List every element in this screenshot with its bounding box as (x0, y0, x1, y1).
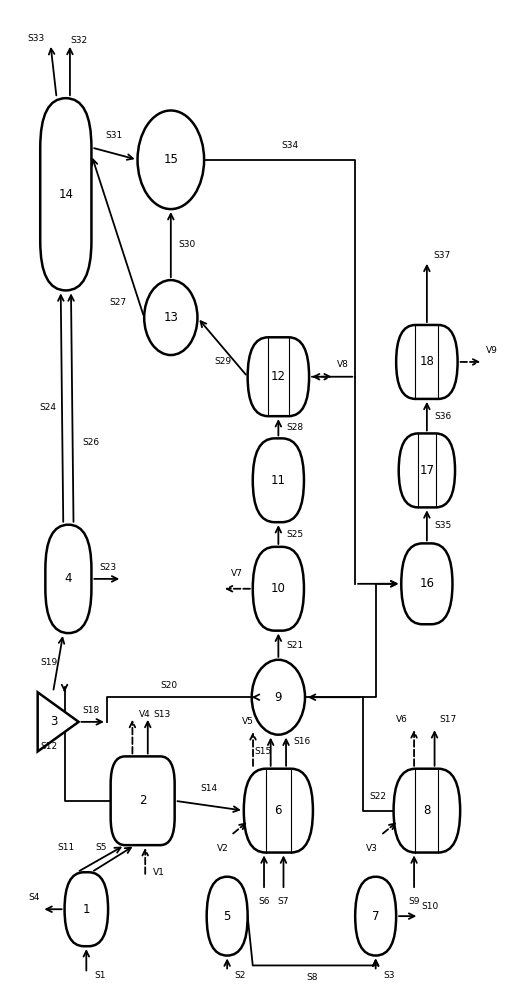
Text: V3: V3 (366, 844, 378, 853)
Ellipse shape (137, 110, 204, 209)
Text: S21: S21 (286, 641, 303, 650)
Text: S15: S15 (255, 747, 271, 756)
Text: S24: S24 (39, 403, 56, 412)
Text: S36: S36 (434, 412, 452, 421)
Text: 9: 9 (275, 691, 282, 704)
Text: V6: V6 (396, 715, 408, 724)
Text: S12: S12 (41, 742, 58, 751)
Text: 17: 17 (419, 464, 434, 477)
Text: V7: V7 (230, 569, 242, 578)
Text: 7: 7 (372, 910, 379, 923)
Text: 14: 14 (58, 188, 73, 201)
Text: 6: 6 (275, 804, 282, 817)
Text: S28: S28 (286, 423, 303, 432)
Text: S20: S20 (160, 681, 178, 690)
Text: 18: 18 (419, 355, 434, 368)
Text: 8: 8 (423, 804, 431, 817)
Polygon shape (38, 692, 79, 751)
Text: S10: S10 (422, 902, 439, 911)
FancyBboxPatch shape (355, 877, 396, 956)
Text: S5: S5 (95, 843, 106, 852)
Text: V8: V8 (337, 360, 349, 369)
Text: S6: S6 (258, 897, 270, 906)
FancyBboxPatch shape (393, 769, 460, 853)
FancyBboxPatch shape (399, 433, 455, 507)
Text: S27: S27 (109, 298, 126, 307)
Text: 16: 16 (419, 577, 434, 590)
Text: V2: V2 (217, 844, 228, 853)
Text: S7: S7 (278, 897, 289, 906)
Text: S3: S3 (383, 971, 395, 980)
Text: 2: 2 (139, 794, 146, 807)
Text: S8: S8 (306, 973, 317, 982)
FancyBboxPatch shape (253, 438, 304, 522)
Text: 12: 12 (271, 370, 286, 383)
Text: S22: S22 (370, 792, 387, 801)
Text: 1: 1 (83, 903, 90, 916)
Text: 10: 10 (271, 582, 286, 595)
FancyBboxPatch shape (401, 543, 452, 624)
Text: S2: S2 (235, 971, 246, 980)
FancyBboxPatch shape (253, 547, 304, 631)
Text: S16: S16 (294, 737, 311, 746)
Text: V5: V5 (242, 717, 254, 726)
Text: S33: S33 (27, 34, 45, 43)
Text: S37: S37 (433, 251, 450, 260)
Text: V4: V4 (138, 710, 150, 719)
Text: S9: S9 (408, 897, 420, 906)
Text: S23: S23 (99, 563, 116, 572)
FancyBboxPatch shape (40, 98, 92, 290)
Text: 15: 15 (164, 153, 178, 166)
Text: 13: 13 (164, 311, 178, 324)
Text: S32: S32 (70, 36, 87, 45)
FancyBboxPatch shape (244, 769, 313, 853)
FancyBboxPatch shape (110, 756, 175, 845)
Text: S26: S26 (83, 438, 100, 447)
Text: S14: S14 (200, 784, 218, 793)
Text: S19: S19 (41, 658, 57, 667)
Text: S17: S17 (440, 715, 457, 724)
Text: S18: S18 (83, 706, 100, 715)
Text: S13: S13 (153, 710, 170, 719)
FancyBboxPatch shape (45, 525, 92, 633)
Text: S11: S11 (57, 843, 75, 852)
Text: S25: S25 (286, 530, 303, 539)
Text: S34: S34 (281, 140, 298, 149)
Text: 4: 4 (65, 572, 72, 585)
Text: 3: 3 (50, 715, 58, 728)
Text: V9: V9 (486, 346, 498, 355)
Text: 11: 11 (271, 474, 286, 487)
Ellipse shape (144, 280, 197, 355)
Text: S31: S31 (106, 131, 123, 140)
Text: S29: S29 (214, 357, 231, 366)
Text: S30: S30 (178, 240, 196, 249)
Text: S4: S4 (28, 893, 40, 902)
Ellipse shape (252, 660, 305, 735)
FancyBboxPatch shape (207, 877, 248, 956)
FancyBboxPatch shape (396, 325, 458, 399)
Text: S35: S35 (434, 521, 452, 530)
Text: 5: 5 (224, 910, 231, 923)
FancyBboxPatch shape (248, 337, 309, 416)
FancyBboxPatch shape (65, 872, 108, 946)
Text: S1: S1 (94, 971, 106, 980)
Text: V1: V1 (153, 868, 165, 877)
